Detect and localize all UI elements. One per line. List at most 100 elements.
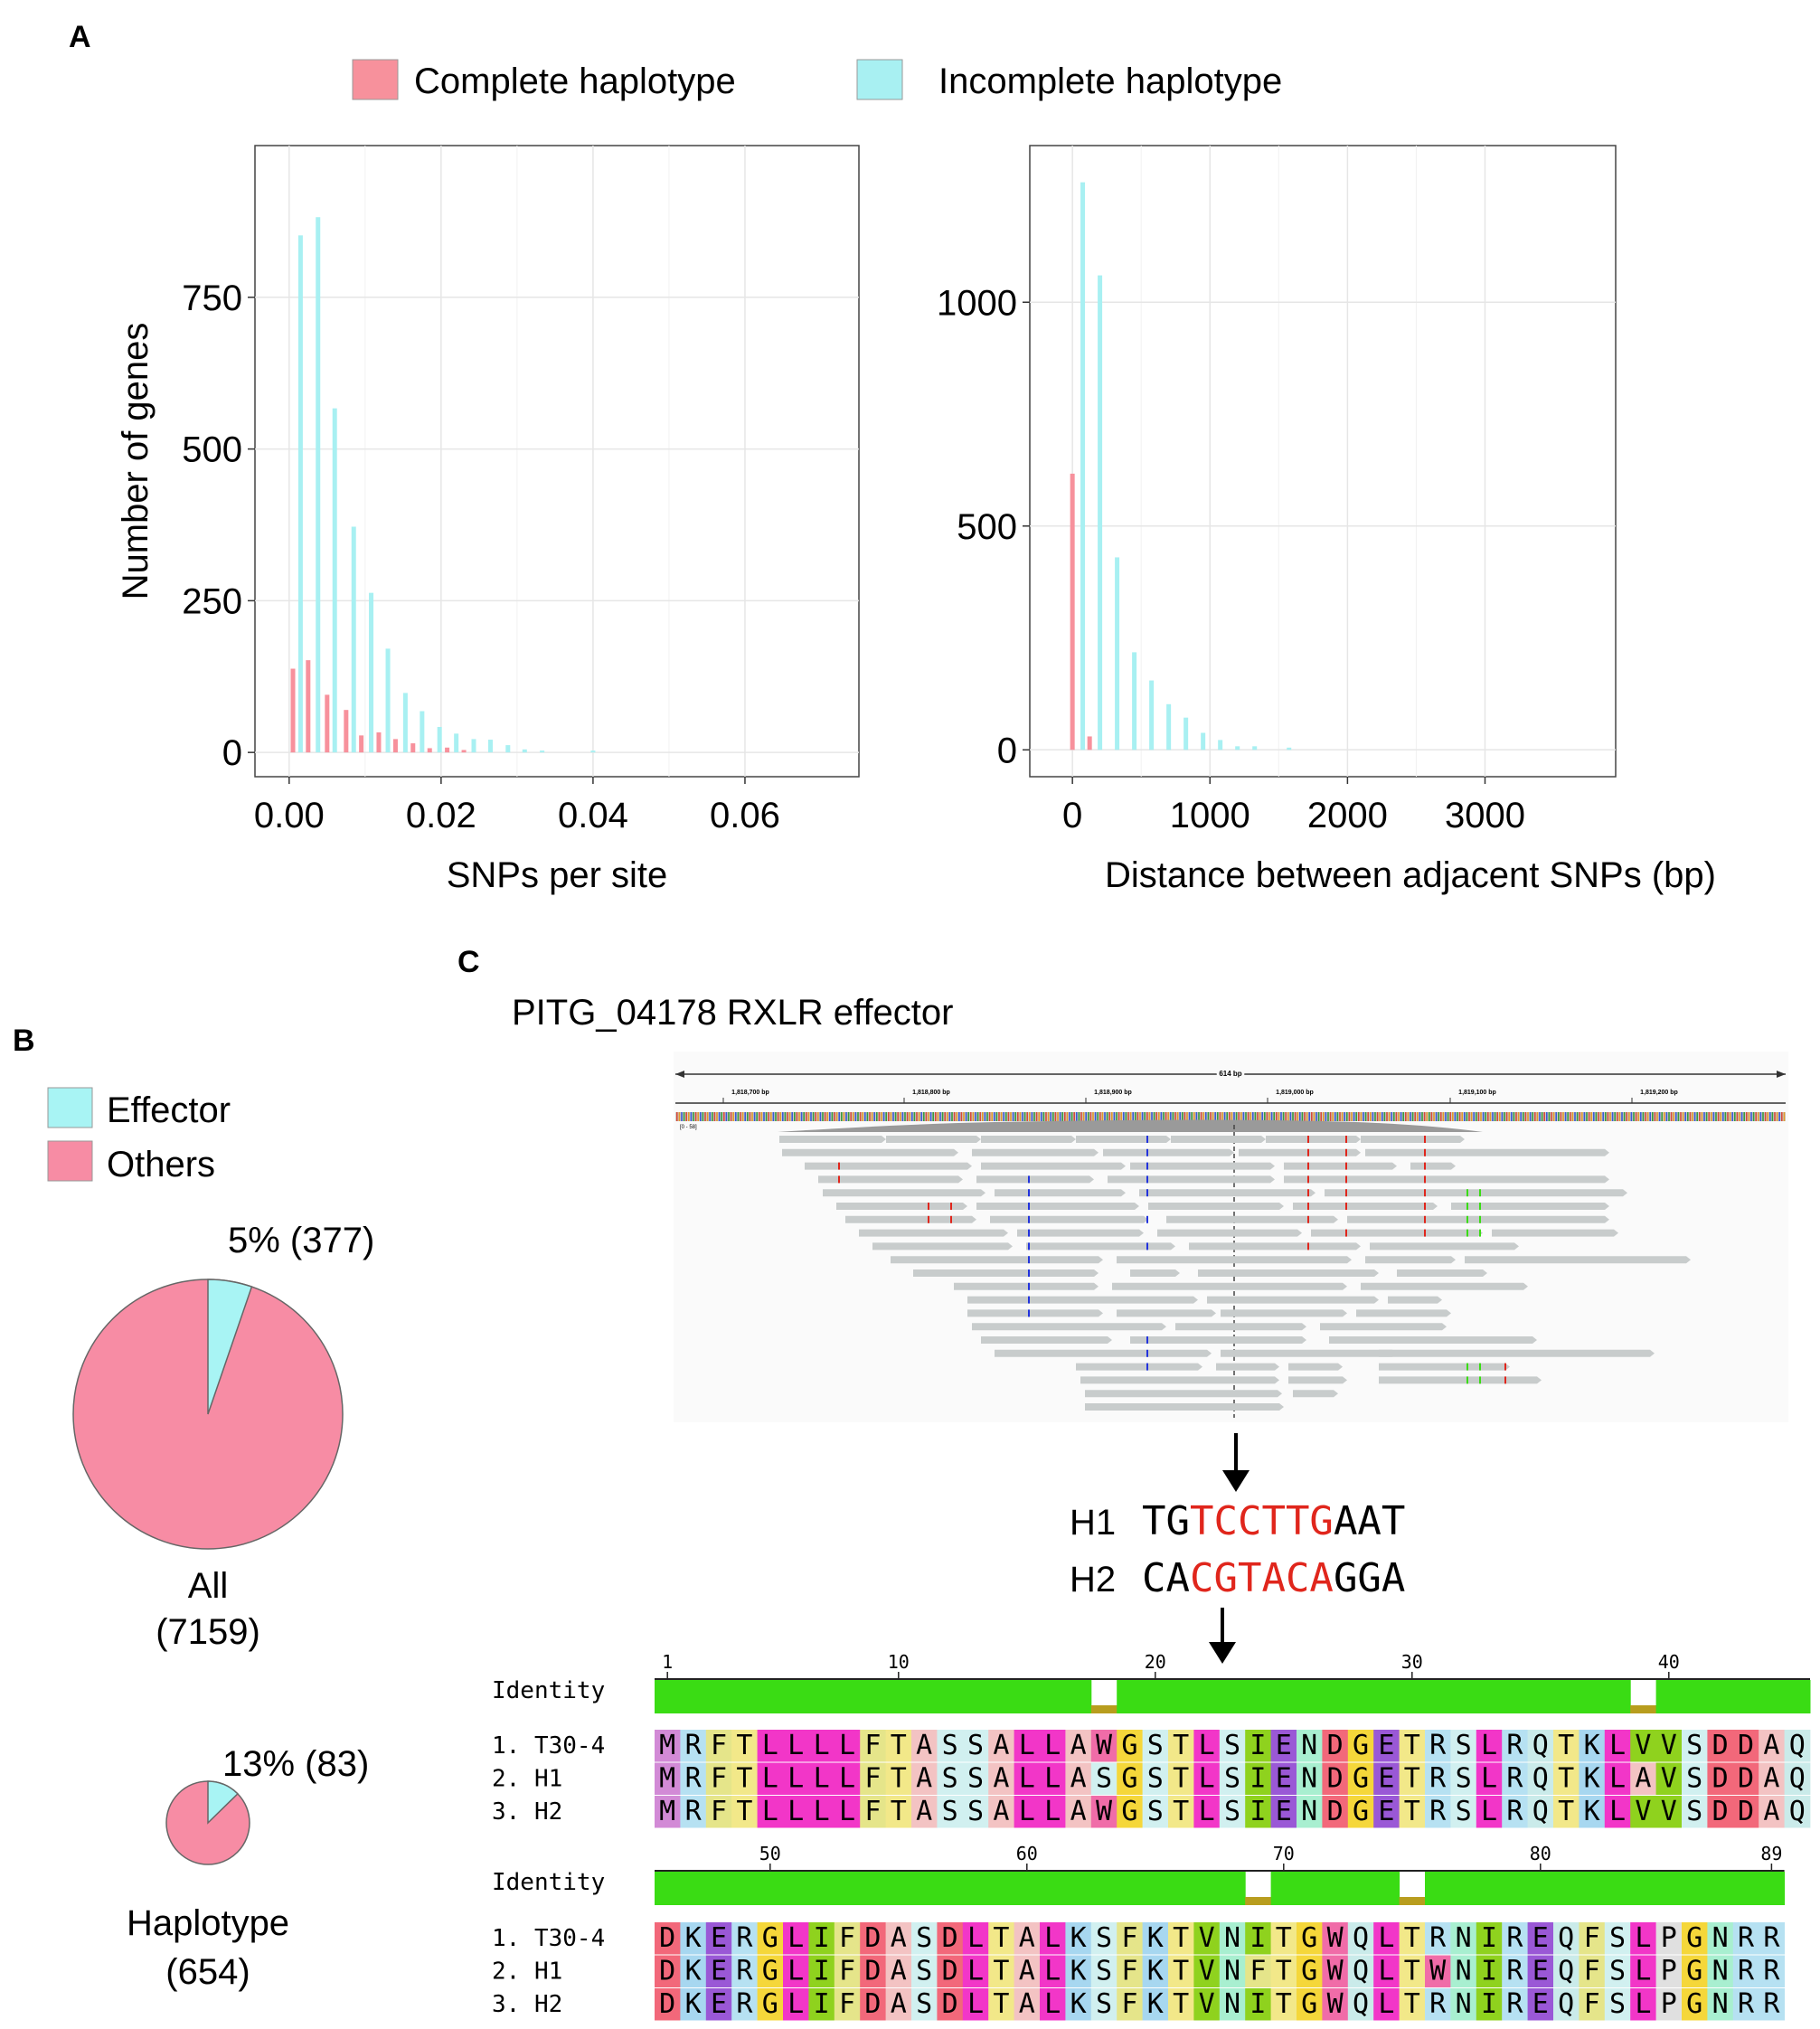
- residue-cell: [655, 1955, 681, 1987]
- igv-base: [712, 1112, 713, 1121]
- igv-base: [1005, 1112, 1007, 1121]
- residue-cell: [1014, 1762, 1041, 1795]
- igv-base: [1299, 1112, 1301, 1121]
- igv-base: [1581, 1112, 1583, 1121]
- residue-letter: D: [1327, 1796, 1344, 1827]
- igv-base: [1297, 1112, 1298, 1121]
- igv-mismatch: [1146, 1189, 1148, 1197]
- igv-read: [1410, 1162, 1456, 1170]
- residue-cell: [834, 1796, 861, 1828]
- igv-base: [1454, 1112, 1457, 1121]
- igv-base: [982, 1112, 984, 1121]
- igv-base: [1552, 1112, 1555, 1121]
- igv-base: [1560, 1112, 1562, 1121]
- residue-cell: [1425, 1796, 1451, 1828]
- identity-match: [1732, 1872, 1759, 1905]
- igv-mismatch: [1479, 1203, 1481, 1210]
- igv-base: [835, 1112, 838, 1121]
- x-tick-label: 1000: [1170, 796, 1250, 835]
- identity-match: [705, 1680, 732, 1713]
- residue-letter: V: [1661, 1763, 1677, 1795]
- residue-letter: N: [1712, 1956, 1729, 1987]
- igv-base: [1141, 1112, 1144, 1121]
- residue-letter: A: [993, 1730, 1009, 1761]
- residue-letter: N: [1301, 1796, 1317, 1827]
- residue-letter: P: [1661, 1922, 1677, 1954]
- identity-match: [1168, 1872, 1194, 1905]
- residue-cell: [1270, 1762, 1297, 1795]
- igv-read: [1085, 1403, 1284, 1411]
- igv-read: [1492, 1229, 1618, 1237]
- residue-cell: [937, 1730, 964, 1762]
- igv-base: [986, 1112, 988, 1121]
- residue-letter: E: [1532, 1922, 1549, 1954]
- residue-cell: [1168, 1796, 1194, 1828]
- igv-base: [788, 1112, 791, 1121]
- residue-cell: [1142, 1730, 1169, 1762]
- igv-base: [694, 1112, 697, 1121]
- legend-others-label: Others: [107, 1145, 215, 1184]
- identity-match: [1450, 1680, 1477, 1713]
- igv-base: [1092, 1112, 1094, 1121]
- residue-letter: I: [1249, 1730, 1266, 1761]
- igv-base: [1076, 1112, 1078, 1121]
- igv-base: [1311, 1112, 1313, 1121]
- residue-cell: [655, 1988, 681, 2021]
- alignment-position-label: 1: [662, 1651, 673, 1673]
- residue-cell: [1682, 1922, 1708, 1955]
- identity-match: [1245, 1680, 1272, 1713]
- residue-letter: R: [1763, 1956, 1780, 1987]
- igv-base: [947, 1112, 948, 1121]
- residue-letter: R: [1429, 1796, 1447, 1827]
- igv-base: [1391, 1112, 1392, 1121]
- residue-letter: D: [1327, 1763, 1344, 1795]
- igv-base: [817, 1112, 819, 1121]
- igv-read: [1311, 1229, 1483, 1237]
- igv-read: [1293, 1390, 1338, 1398]
- residue-cell: [885, 1922, 912, 1955]
- residue-cell: [1784, 1796, 1811, 1828]
- residue-cell: [655, 1762, 681, 1795]
- igv-base: [1421, 1112, 1423, 1121]
- igv-base: [1017, 1112, 1019, 1121]
- identity-match: [1219, 1872, 1246, 1905]
- igv-mismatch: [1504, 1376, 1506, 1384]
- igv-read: [1293, 1203, 1438, 1210]
- igv-base: [1082, 1112, 1085, 1121]
- pie-haplotype-slice-label: 13% (83): [222, 1744, 369, 1784]
- igv-base: [1400, 1112, 1402, 1121]
- igv-base: [1135, 1112, 1136, 1121]
- residue-letter: L: [762, 1763, 778, 1795]
- x-axis-label: Distance between adjacent SNPs (bp): [1105, 855, 1716, 895]
- igv-base: [1529, 1112, 1532, 1121]
- residue-cell: [1630, 1762, 1656, 1795]
- igv-read: [872, 1242, 1013, 1250]
- igv-base: [967, 1112, 969, 1121]
- identity-match: [1373, 1872, 1400, 1905]
- igv-base: [1487, 1112, 1489, 1121]
- identity-match: [1682, 1872, 1708, 1905]
- residue-cell: [1117, 1796, 1143, 1828]
- igv-base: [1327, 1112, 1329, 1121]
- igv-base: [1139, 1112, 1141, 1121]
- igv-read: [1347, 1215, 1609, 1223]
- igv-base: [1588, 1112, 1590, 1121]
- residue-cell: [860, 1730, 886, 1762]
- igv-mismatch: [1028, 1269, 1030, 1277]
- residue-letter: S: [942, 1730, 958, 1761]
- igv-base: [732, 1112, 734, 1121]
- residue-letter: R: [1506, 1796, 1523, 1827]
- identity-mismatch: [1245, 1897, 1272, 1905]
- residue-cell: [1604, 1762, 1631, 1795]
- igv-base: [1640, 1112, 1642, 1121]
- igv-read: [782, 1148, 958, 1156]
- identity-match: [1553, 1680, 1580, 1713]
- residue-letter: G: [1121, 1796, 1137, 1827]
- residue-cell: [1399, 1730, 1426, 1762]
- igv-base: [1012, 1112, 1014, 1121]
- igv-base: [1014, 1112, 1016, 1121]
- igv-base: [1496, 1112, 1498, 1121]
- igv-base: [1111, 1112, 1113, 1121]
- residue-cell: [1476, 1730, 1503, 1762]
- residue-cell: [860, 1796, 886, 1828]
